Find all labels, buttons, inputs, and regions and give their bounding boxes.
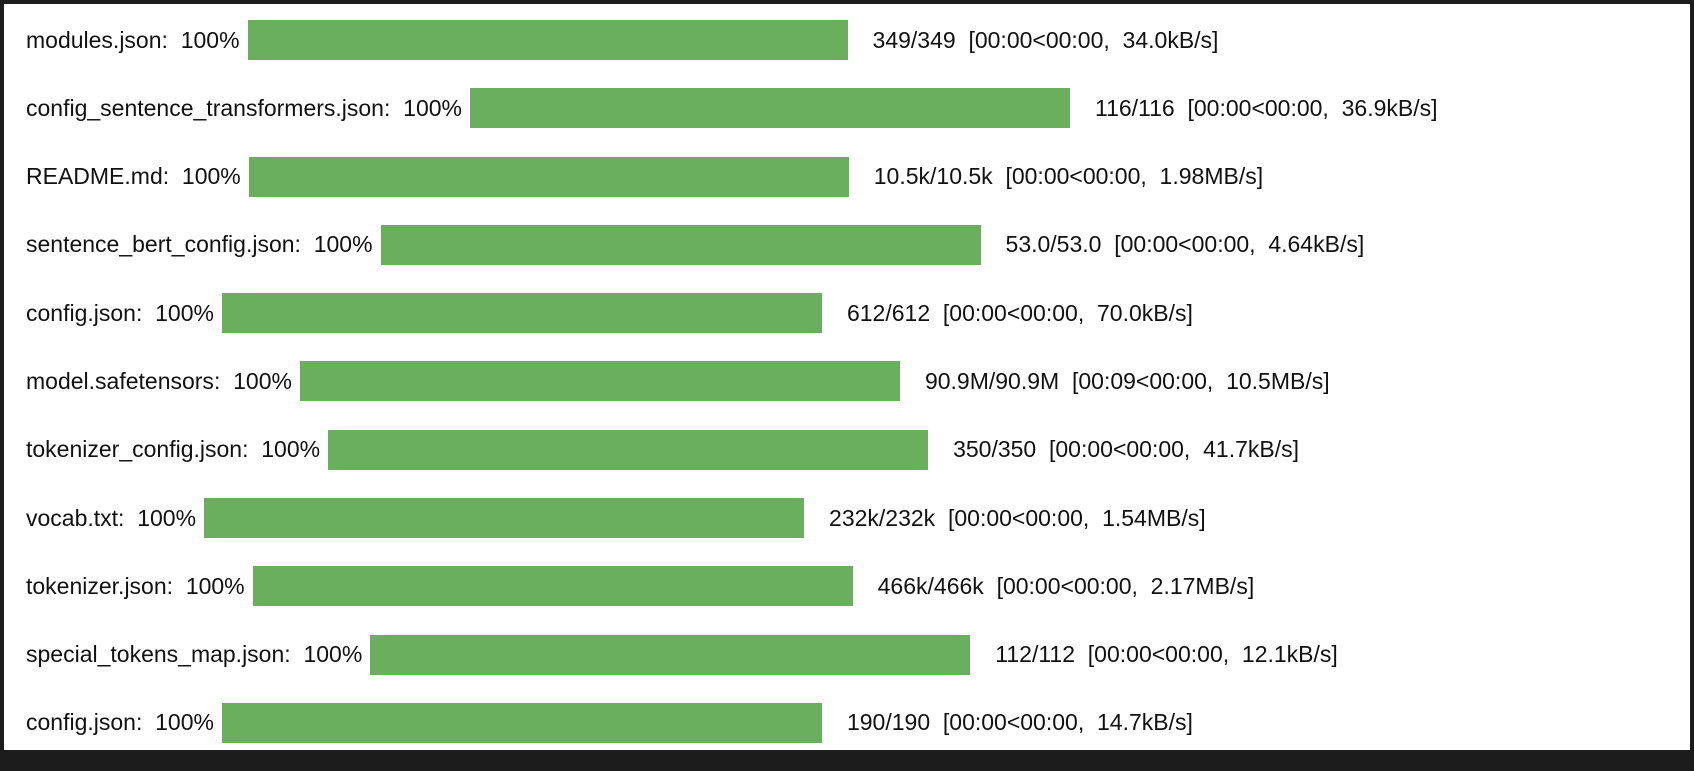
progress-row: tokenizer.json: 100% 466k/466k [00:00<00…: [26, 566, 1666, 607]
percent-label: 100%: [155, 299, 214, 326]
progress-bar-fill: [252, 566, 853, 607]
progress-row: special_tokens_map.json: 100% 112/112 [0…: [26, 634, 1666, 675]
output-panel: modules.json: 100% 349/349 [00:00<00:00,…: [4, 4, 1690, 750]
progress-bar: [469, 88, 1070, 129]
file-name: tokenizer.json: [26, 572, 167, 599]
percent-label: 100%: [181, 163, 241, 190]
size-label: 466k/466k: [877, 572, 984, 599]
percent-label: 100%: [233, 367, 292, 394]
progress-bar-fill: [370, 634, 971, 675]
progress-row: README.md: 100% 10.5k/10.5k [00:00<00:00…: [26, 156, 1666, 197]
file-name: modules.json: [26, 26, 162, 53]
timing-label: [00:00<00:00, 1.98MB/s]: [1005, 163, 1264, 190]
progress-bar: [247, 20, 848, 60]
progress-bar-fill: [469, 88, 1070, 129]
timing-label: [00:00<00:00, 1.54MB/s]: [947, 504, 1206, 531]
progress-row: tokenizer_config.json: 100% 350/350 [00:…: [26, 429, 1666, 470]
percent-label: 100%: [180, 26, 240, 53]
timing-label: [00:00<00:00, 70.0kB/s]: [942, 299, 1193, 326]
progress-bar-fill: [380, 224, 981, 265]
timing-label: [00:00<00:00, 34.0kB/s]: [968, 26, 1219, 53]
progress-bar: [204, 498, 805, 539]
progress-bar-fill: [221, 702, 822, 743]
size-label: 350/350: [953, 436, 1037, 463]
timing-label: [00:09<00:00, 10.5MB/s]: [1071, 367, 1330, 394]
progress-bar: [221, 702, 822, 743]
progress-row: config.json: 100% 612/612 [00:00<00:00, …: [26, 293, 1666, 334]
file-name: sentence_bert_config.json: [26, 231, 295, 258]
progress-bar: [252, 566, 853, 607]
progress-bar: [221, 293, 822, 334]
progress-bar-fill: [328, 429, 929, 470]
file-name: special_tokens_map.json: [26, 641, 285, 668]
size-label: 116/116: [1094, 94, 1175, 121]
size-label: 232k/232k: [829, 504, 936, 531]
percent-label: 100%: [313, 231, 373, 258]
progress-bar-fill: [247, 20, 848, 60]
progress-bar: [248, 156, 849, 197]
timing-label: [00:00<00:00, 12.1kB/s]: [1087, 641, 1338, 668]
percent-label: 100%: [137, 504, 197, 531]
progress-bar: [380, 224, 981, 265]
progress-bar-fill: [299, 361, 900, 402]
file-name: config_sentence_transformers.json: [26, 94, 384, 121]
progress-bar-fill: [221, 293, 822, 334]
file-name: vocab.txt: [26, 504, 119, 531]
timing-label: [00:00<00:00, 14.7kB/s]: [942, 709, 1193, 736]
timing-label: [00:00<00:00, 2.17MB/s]: [996, 572, 1255, 599]
progress-row: sentence_bert_config.json: 100% 53.0/53.…: [26, 224, 1666, 265]
progress-row: config.json: 100% 190/190 [00:00<00:00, …: [26, 702, 1666, 743]
percent-label: 100%: [403, 94, 462, 121]
progress-row: config_sentence_transformers.json: 100% …: [26, 88, 1666, 129]
percent-label: 100%: [185, 572, 245, 599]
progress-bar-fill: [248, 156, 849, 197]
progress-row: modules.json: 100% 349/349 [00:00<00:00,…: [26, 20, 1666, 60]
progress-bar: [328, 429, 929, 470]
size-label: 112/112: [995, 641, 1076, 668]
file-name: model.safetensors: [26, 367, 214, 394]
progress-bar: [370, 634, 971, 675]
size-label: 90.9M/90.9M: [924, 367, 1060, 394]
file-name: config.json: [26, 709, 136, 736]
size-label: 53.0/53.0: [1005, 231, 1102, 258]
progress-row: model.safetensors: 100% 90.9M/90.9M [00:…: [26, 361, 1666, 402]
progress-bar: [299, 361, 900, 402]
percent-label: 100%: [303, 641, 363, 668]
timing-label: [00:00<00:00, 36.9kB/s]: [1187, 94, 1438, 121]
timing-label: [00:00<00:00, 4.64kB/s]: [1114, 231, 1365, 258]
progress-row: vocab.txt: 100% 232k/232k [00:00<00:00, …: [26, 498, 1666, 539]
percent-label: 100%: [261, 436, 321, 463]
file-name: README.md: [26, 163, 163, 190]
size-label: 349/349: [872, 26, 956, 53]
percent-label: 100%: [155, 709, 214, 736]
progress-bar-fill: [204, 498, 805, 539]
download-progress-list: modules.json: 100% 349/349 [00:00<00:00,…: [26, 20, 1666, 771]
timing-label: [00:00<00:00, 41.7kB/s]: [1049, 436, 1299, 463]
size-label: 10.5k/10.5k: [873, 163, 993, 190]
size-label: 190/190: [846, 709, 931, 736]
file-name: config.json: [26, 299, 136, 326]
file-name: tokenizer_config.json: [26, 436, 243, 463]
size-label: 612/612: [846, 299, 931, 326]
